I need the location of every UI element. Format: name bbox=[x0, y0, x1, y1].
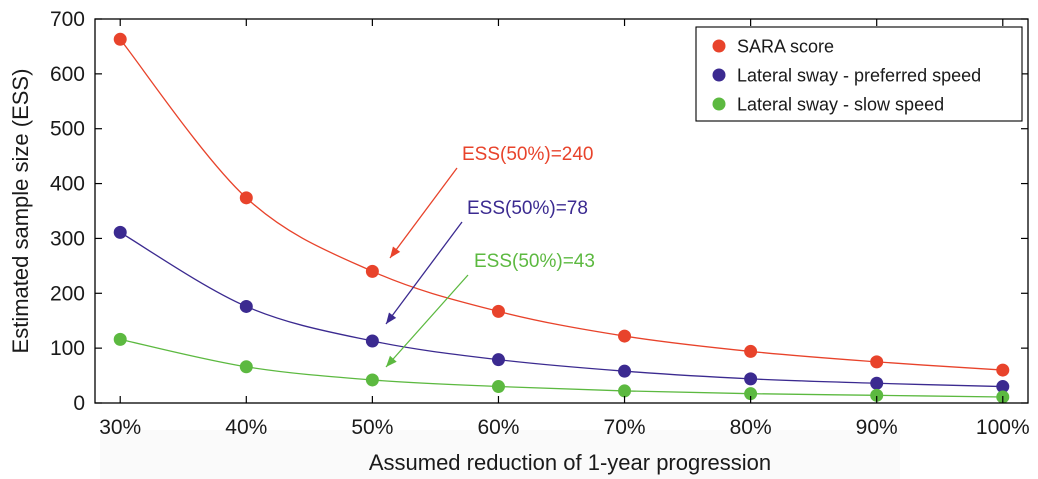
legend-item: Lateral sway - slow speed bbox=[712, 95, 944, 115]
annotation-arrow-line bbox=[385, 274, 469, 368]
annotation-2: ESS(50%)=78 bbox=[385, 198, 588, 325]
y-tick-label: 700 bbox=[50, 8, 85, 31]
x-tick-label: 100% bbox=[976, 416, 1030, 439]
legend-item: SARA score bbox=[712, 37, 834, 57]
annotation-arrowhead bbox=[386, 312, 397, 324]
y-tick-label: 500 bbox=[50, 118, 85, 141]
x-tick-label: 60% bbox=[477, 416, 519, 439]
data-point bbox=[996, 380, 1010, 394]
series-1 bbox=[113, 32, 1010, 377]
x-axis-label-band bbox=[100, 430, 900, 479]
series-line bbox=[120, 338, 1003, 398]
y-tick-label: 100 bbox=[50, 337, 85, 360]
legend-label: Lateral sway - slow speed bbox=[737, 95, 944, 115]
annotation-label: ESS(50%)=240 bbox=[462, 144, 594, 165]
y-tick-label: 200 bbox=[50, 282, 85, 305]
data-point bbox=[618, 364, 632, 378]
data-point bbox=[996, 363, 1010, 377]
x-tick-label: 80% bbox=[730, 416, 772, 439]
x-tick-label: 30% bbox=[99, 416, 141, 439]
data-point bbox=[618, 384, 632, 398]
data-point bbox=[239, 360, 253, 374]
data-point bbox=[113, 225, 127, 239]
data-point bbox=[870, 388, 884, 402]
annotation-arrowhead bbox=[390, 246, 401, 258]
y-axis-title: Estimated sample size (ESS) bbox=[8, 69, 33, 354]
data-point bbox=[113, 32, 127, 46]
annotation-1: ESS(50%)=240 bbox=[389, 144, 594, 259]
legend-marker bbox=[712, 39, 726, 53]
legend-label: SARA score bbox=[737, 37, 834, 57]
legend: SARA score Lateral sway - preferred speed… bbox=[695, 26, 1023, 122]
y-tick-label: 600 bbox=[50, 63, 85, 86]
y-tick-label: 400 bbox=[50, 173, 85, 196]
series-3 bbox=[113, 332, 1010, 404]
data-point bbox=[870, 376, 884, 390]
data-point bbox=[744, 344, 758, 358]
x-tick-label: 90% bbox=[856, 416, 898, 439]
data-point bbox=[239, 299, 253, 313]
data-point bbox=[239, 191, 253, 205]
legend-marker bbox=[712, 68, 726, 82]
data-point bbox=[744, 372, 758, 386]
legend-item: Lateral sway - preferred speed bbox=[712, 66, 981, 86]
annotation-label: ESS(50%)=78 bbox=[467, 198, 588, 219]
y-tick-label: 300 bbox=[50, 227, 85, 250]
data-point bbox=[365, 334, 379, 348]
series-2 bbox=[113, 225, 1010, 394]
x-tick-label: 40% bbox=[225, 416, 267, 439]
data-point bbox=[491, 380, 505, 394]
plot-frame bbox=[94, 18, 1029, 404]
legend-box bbox=[695, 26, 1023, 122]
data-point bbox=[618, 329, 632, 343]
annotation-arrow-line bbox=[389, 167, 458, 259]
data-point bbox=[744, 387, 758, 401]
x-tick-label: 50% bbox=[351, 416, 393, 439]
data-point bbox=[491, 353, 505, 367]
data-point bbox=[365, 264, 379, 278]
data-point bbox=[870, 355, 884, 369]
annotation-label: ESS(50%)=43 bbox=[474, 251, 595, 272]
data-point bbox=[491, 304, 505, 318]
annotation-arrowhead bbox=[386, 355, 397, 367]
data-point bbox=[113, 332, 127, 346]
legend-marker bbox=[712, 97, 726, 111]
data-point bbox=[365, 373, 379, 387]
legend-label: Lateral sway - preferred speed bbox=[737, 66, 981, 86]
x-tick-label: 70% bbox=[604, 416, 646, 439]
annotations: ESS(50%)=240 ESS(50%)=78 ESS(50%)=43 bbox=[385, 144, 595, 368]
annotation-3: ESS(50%)=43 bbox=[385, 251, 595, 368]
x-axis-title: Assumed reduction of 1-year progression bbox=[369, 450, 771, 475]
annotation-arrow-line bbox=[385, 221, 463, 325]
y-tick-label: 0 bbox=[73, 392, 85, 415]
